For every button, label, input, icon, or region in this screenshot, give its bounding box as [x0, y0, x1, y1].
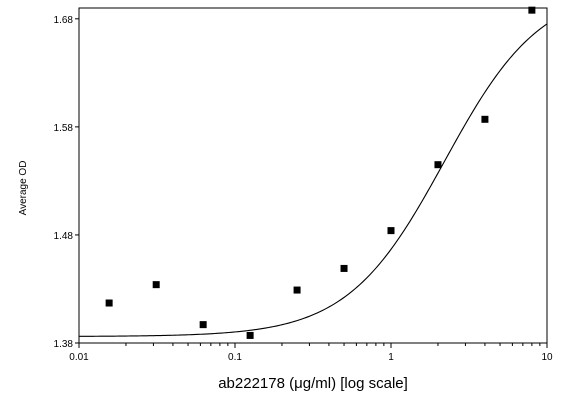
data-point [481, 115, 489, 123]
y-tick-label: 1.68 [54, 15, 74, 26]
y-axis-label: Average OD [18, 161, 29, 216]
x-tick-label: 0.01 [69, 352, 89, 363]
data-point [105, 299, 113, 307]
x-axis-label: ab222178 (μg/ml) [log scale] [218, 375, 408, 392]
x-tick-label: 1 [388, 352, 394, 363]
data-point [387, 227, 395, 235]
y-tick-label: 1.38 [54, 339, 74, 350]
y-tick-label: 1.48 [54, 231, 74, 242]
data-point [293, 286, 301, 294]
data-point [152, 281, 160, 289]
tick-labels: 1.38 1.48 1.58 1.68 0.01 0.1 1 10 [54, 15, 553, 363]
data-point [528, 6, 536, 14]
y-tick-label: 1.58 [54, 123, 74, 134]
fit-curve-group [78, 23, 548, 337]
data-points [105, 6, 536, 339]
data-point [246, 331, 254, 339]
data-point [434, 161, 442, 169]
data-point [199, 321, 207, 329]
x-tick-label: 0.1 [228, 352, 242, 363]
axes [78, 7, 548, 344]
data-point [340, 264, 348, 272]
x-tick-label: 10 [541, 352, 553, 363]
plot-frame [78, 7, 548, 344]
fit-curve [78, 23, 548, 337]
tick-marks [75, 18, 548, 348]
